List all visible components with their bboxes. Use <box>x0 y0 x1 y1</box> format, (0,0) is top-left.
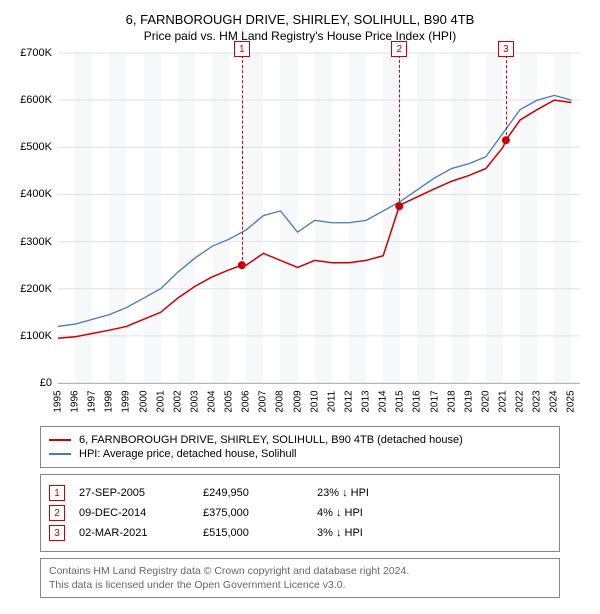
legend-box: 6, FARNBOROUGH DRIVE, SHIRLEY, SOLIHULL,… <box>40 426 560 468</box>
y-axis-label: £300K <box>20 236 52 248</box>
legend-row: 6, FARNBOROUGH DRIVE, SHIRLEY, SOLIHULL,… <box>49 434 551 446</box>
legend-swatch <box>49 439 71 441</box>
x-axis-label: 2010 <box>309 390 320 412</box>
x-axis-label: 2021 <box>497 390 508 412</box>
sale-row: 2 09-DEC-2014 £375,000 4% ↓ HPI <box>49 505 551 521</box>
x-axis-label: 2017 <box>429 390 440 412</box>
x-axis-label: 1997 <box>87 390 98 412</box>
y-axis-label: £100K <box>20 330 52 342</box>
x-axis-label: 2018 <box>446 390 457 412</box>
x-axis-label: 2011 <box>326 391 337 413</box>
x-axis-label: 2012 <box>343 390 354 412</box>
chart-svg <box>58 53 580 383</box>
x-axis-label: 2002 <box>172 390 183 412</box>
page-title: 6, FARNBOROUGH DRIVE, SHIRLEY, SOLIHULL,… <box>10 12 590 27</box>
y-axis-label: £500K <box>20 141 52 153</box>
legend-label: 6, FARNBOROUGH DRIVE, SHIRLEY, SOLIHULL,… <box>79 434 463 446</box>
footer-box: Contains HM Land Registry data © Crown c… <box>40 558 560 598</box>
sale-date: 09-DEC-2014 <box>79 507 189 519</box>
x-axis-label: 2025 <box>566 390 577 412</box>
y-axis-label: £600K <box>20 94 52 106</box>
chart-area: £0£100K£200K£300K£400K£500K£600K£700K 12… <box>58 53 580 384</box>
x-axis-label: 2022 <box>515 390 526 412</box>
marker-label: 3 <box>498 41 514 57</box>
legend-swatch <box>49 453 71 455</box>
x-axis-label: 2024 <box>549 390 560 412</box>
x-axis-label: 2013 <box>361 390 372 412</box>
series-line <box>58 95 571 326</box>
x-axis-label: 2014 <box>378 390 389 412</box>
y-axis-label: £700K <box>20 47 52 59</box>
marker-line <box>506 55 507 140</box>
sale-number: 1 <box>49 485 65 501</box>
marker-line <box>399 55 400 206</box>
x-axis-label: 2006 <box>241 390 252 412</box>
y-axis-label: £0 <box>40 377 52 389</box>
marker-line <box>242 55 243 265</box>
marker-label: 1 <box>234 41 250 57</box>
x-axis-label: 2005 <box>224 390 235 412</box>
x-axis-label: 1998 <box>104 390 115 412</box>
sale-diff: 3% ↓ HPI <box>317 527 417 539</box>
sale-date: 27-SEP-2005 <box>79 487 189 499</box>
sale-diff: 4% ↓ HPI <box>317 507 417 519</box>
footer-line2: This data is licensed under the Open Gov… <box>49 578 551 592</box>
x-axis-label: 2015 <box>395 390 406 412</box>
y-axis-label: £200K <box>20 283 52 295</box>
x-axis-label: 1999 <box>121 390 132 412</box>
x-axis-label: 2007 <box>258 390 269 412</box>
x-axis-label: 2001 <box>155 390 166 412</box>
x-axis-label: 2020 <box>480 390 491 412</box>
sale-row: 1 27-SEP-2005 £249,950 23% ↓ HPI <box>49 485 551 501</box>
sale-price: £375,000 <box>203 507 303 519</box>
sale-number: 2 <box>49 505 65 521</box>
sale-price: £515,000 <box>203 527 303 539</box>
x-axis-label: 2004 <box>207 390 218 412</box>
sale-number: 3 <box>49 525 65 541</box>
x-axis-label: 2019 <box>463 390 474 412</box>
x-axis-label: 2009 <box>292 390 303 412</box>
x-axis-label: 2000 <box>138 390 149 412</box>
sale-row: 3 02-MAR-2021 £515,000 3% ↓ HPI <box>49 525 551 541</box>
sale-date: 02-MAR-2021 <box>79 527 189 539</box>
x-axis-label: 1995 <box>53 390 64 412</box>
legend-label: HPI: Average price, detached house, Soli… <box>79 448 297 460</box>
x-axis-label: 2003 <box>189 390 200 412</box>
x-axis-label: 1996 <box>70 390 81 412</box>
legend-row: HPI: Average price, detached house, Soli… <box>49 448 551 460</box>
x-axis-label: 2023 <box>532 390 543 412</box>
x-axis-label: 2016 <box>412 390 423 412</box>
marker-label: 2 <box>391 41 407 57</box>
y-axis-label: £400K <box>20 188 52 200</box>
sale-diff: 23% ↓ HPI <box>317 487 417 499</box>
sales-box: 1 27-SEP-2005 £249,950 23% ↓ HPI 2 09-DEC-201… <box>40 474 560 552</box>
footer-line1: Contains HM Land Registry data © Crown c… <box>49 564 551 578</box>
sale-price: £249,950 <box>203 487 303 499</box>
x-axis-label: 2008 <box>275 390 286 412</box>
